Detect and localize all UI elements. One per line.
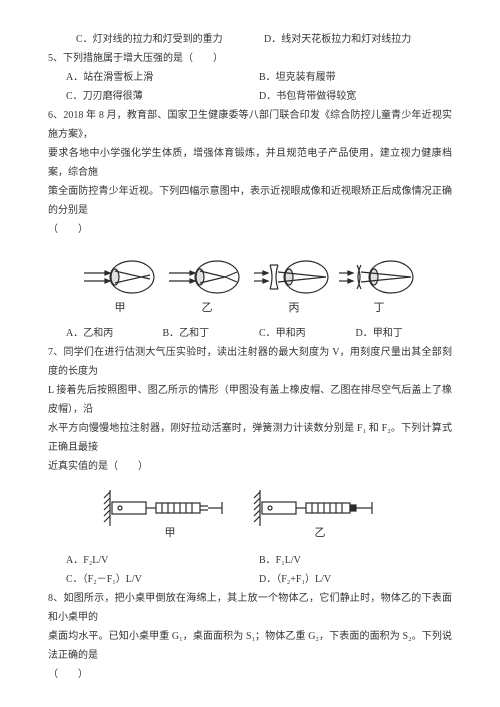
q7-stem-1: 7、同学们在进行估测大气压实验时，读出注射器的最大刻度为 V，用刻度尺量出其全部… (48, 343, 452, 381)
q6-option-b: B．乙和丁 (163, 324, 260, 343)
q6-label-yi: 乙 (202, 301, 213, 314)
q7-stem-2: L 接着先后按照图甲、图乙所示的情形（甲图没有盖上橡皮帽、乙图在排尽空气后盖上了… (48, 381, 452, 419)
q5-row-ab: A．站在滑雪板上滑 B．坦克装有履带 (48, 68, 452, 87)
q7-label-yi: 乙 (315, 526, 326, 539)
q7-row-cd: C．（F₂－F₁）L/V D．（F₂+F₁）L/V (48, 570, 452, 589)
q6-figure: 甲 乙 丙 丁 (48, 247, 452, 320)
q6-label-jia: 甲 (115, 302, 126, 314)
q7-row-ab: A．F₂L/V B．F₁L/V (48, 551, 452, 570)
q6-options: A．乙和丙 B．乙和丁 C．甲和丙 D．甲和丁 (48, 324, 452, 343)
q6-option-d: D．甲和丁 (356, 324, 453, 343)
q6-label-bing: 丙 (289, 302, 300, 314)
q7-option-a: A．F₂L/V (66, 551, 259, 570)
eye-diagrams-icon: 甲 乙 丙 丁 (80, 247, 420, 317)
q6-stem-1: 6、2018 年 8 月，教育部、国家卫生健康委等八部门联合印发《综合防控儿童青… (48, 106, 452, 144)
q6-option-c: C．甲和丙 (259, 324, 356, 343)
q6-option-a: A．乙和丙 (66, 324, 163, 343)
q5-option-c: C．刀刃磨得很薄 (66, 87, 259, 106)
q5-stem: 5、下列措施属于增大压强的是（ ） (48, 49, 452, 68)
q8-stem-2: 桌面均水平。已知小桌甲重 G₁，桌面面积为 S₁；物体乙重 G₂，下表面的面积为… (48, 627, 452, 665)
syringe-diagrams-icon: 甲 乙 (100, 484, 400, 544)
q6-stem-3: 策全面防控青少年近视。下列四幅示意图中，表示近视眼成像和近视眼矫正后成像情况正确… (48, 182, 452, 220)
q7-option-b: B．F₁L/V (259, 551, 452, 570)
q7-figure: 甲 乙 (48, 484, 452, 547)
q5-option-a: A．站在滑雪板上滑 (66, 68, 259, 87)
q7-option-d: D．（F₂+F₁）L/V (259, 570, 452, 589)
q6-stem-4: （ ） (48, 220, 452, 239)
q8-stem-3: （ ） (48, 665, 452, 684)
q5-row-cd: C．刀刃磨得很薄 D．书包背带做得较宽 (48, 87, 452, 106)
q4-option-d: D．线对天花板拉力和灯对线拉力 (264, 30, 452, 49)
q5-option-b: B．坦克装有履带 (259, 68, 452, 87)
q4-option-c: C．灯对线的拉力和灯受到的重力 (76, 30, 264, 49)
q7-label-jia: 甲 (165, 527, 176, 539)
q7-option-c: C．（F₂－F₁）L/V (66, 570, 259, 589)
q5-option-d: D．书包背带做得较宽 (259, 87, 452, 106)
q8-stem-1: 8、如图所示，把小桌甲倒放在海绵上，其上放一个物体乙，它们静止时，物体乙的下表面… (48, 589, 452, 627)
q7-stem-3: 水平方向慢慢地拉注射器，刚好拉动活塞时，弹簧测力计读数分别是 F₁ 和 F₂。下… (48, 419, 452, 457)
q7-stem-4: 近真实值的是（ ） (48, 457, 452, 476)
q4-options-cd: C．灯对线的拉力和灯受到的重力 D．线对天花板拉力和灯对线拉力 (48, 30, 452, 49)
q6-label-ding: 丁 (374, 302, 385, 314)
q6-stem-2: 要求各地中小学强化学生体质，增强体育锻炼，并且规范电子产品使用，建立视力健康档案… (48, 144, 452, 182)
